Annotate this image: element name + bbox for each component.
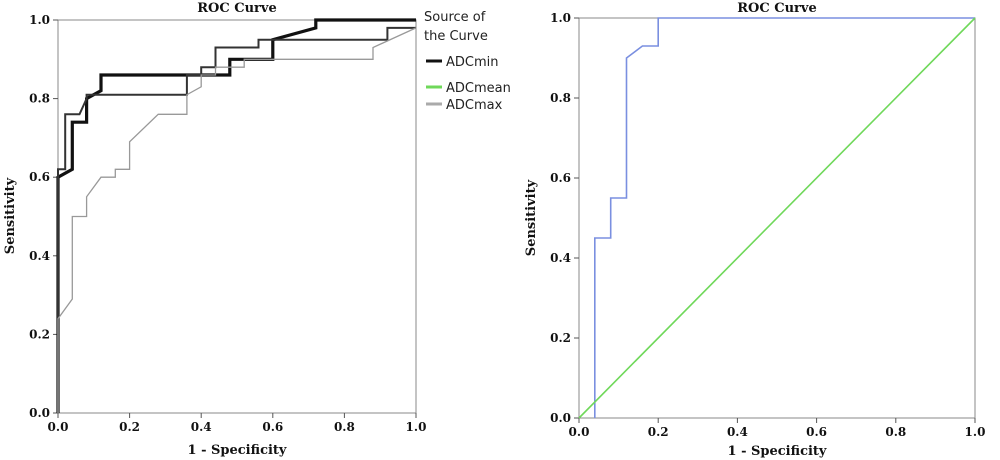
- legend-label-adcmax: ADCmax: [446, 98, 503, 113]
- y-ticks: 0.0 0.2 0.4 0.6 0.8 1.0: [550, 11, 579, 425]
- y-axis-label: Sensitivity: [3, 177, 18, 254]
- y-tick-label: 0.0: [29, 406, 50, 420]
- series-line-adcmean: [57, 26, 416, 413]
- x-tick-label: 1.0: [965, 425, 986, 439]
- chart-title: ROC Curve: [737, 1, 816, 16]
- y-ticks: 0.0 0.2 0.4 0.6 0.8 1.0: [29, 13, 58, 420]
- legend-title-line-1: Source of: [424, 10, 486, 25]
- y-tick-label: 0.4: [550, 251, 571, 265]
- series-group: [578, 17, 976, 419]
- legend-label-adcmin: ADCmin: [446, 55, 499, 70]
- y-tick-label: 0.8: [29, 92, 50, 106]
- chart-title: ROC Curve: [197, 1, 276, 16]
- x-tick-label: 0.8: [334, 420, 355, 434]
- y-tick-label: 0.6: [550, 171, 571, 185]
- x-tick-label: 0.0: [569, 425, 590, 439]
- y-tick-label: 0.6: [29, 170, 50, 184]
- x-tick-label: 0.4: [727, 425, 748, 439]
- legend-label-adcmean: ADCmean: [446, 81, 511, 96]
- x-tick-label: 1.0: [406, 420, 427, 434]
- x-axis-label: 1 - Specificity: [728, 444, 827, 459]
- x-tick-label: 0.0: [48, 420, 69, 434]
- x-tick-label: 0.2: [648, 425, 669, 439]
- y-tick-label: 1.0: [29, 13, 50, 27]
- x-tick-label: 0.4: [191, 420, 212, 434]
- y-tick-label: 0.8: [550, 91, 571, 105]
- x-axis-label: 1 - Specificity: [188, 443, 287, 458]
- roc-chart-right: ROC Curve 1 - Specificity Sensitivity 0.…: [524, 1, 985, 459]
- series-group: [56, 18, 417, 413]
- legend-title-line-2: the Curve: [424, 29, 488, 44]
- y-tick-label: 0.2: [550, 331, 571, 345]
- y-axis-label: Sensitivity: [524, 179, 539, 256]
- x-ticks: 0.0 0.2 0.4 0.6 0.8 1.0: [569, 418, 986, 439]
- roc-chart-left: ROC Curve 1 - Specificity Sensitivity 0.…: [3, 1, 511, 458]
- series-line-1: [593, 17, 975, 418]
- x-ticks: 0.0 0.2 0.4 0.6 0.8 1.0: [48, 413, 427, 434]
- x-tick-label: 0.8: [885, 425, 906, 439]
- x-tick-label: 0.6: [262, 420, 283, 434]
- series-line-adcmax: [57, 27, 417, 413]
- y-tick-label: 1.0: [550, 11, 571, 25]
- plot-frame: [57, 19, 417, 414]
- x-tick-label: 0.6: [806, 425, 827, 439]
- y-tick-label: 0.0: [550, 411, 571, 425]
- legend: Source of the Curve ADCmin ADCmean ADCma…: [424, 10, 511, 113]
- y-tick-label: 0.4: [29, 249, 50, 263]
- x-tick-label: 0.2: [119, 420, 140, 434]
- y-tick-label: 0.2: [29, 327, 50, 341]
- series-line-2: [578, 17, 976, 419]
